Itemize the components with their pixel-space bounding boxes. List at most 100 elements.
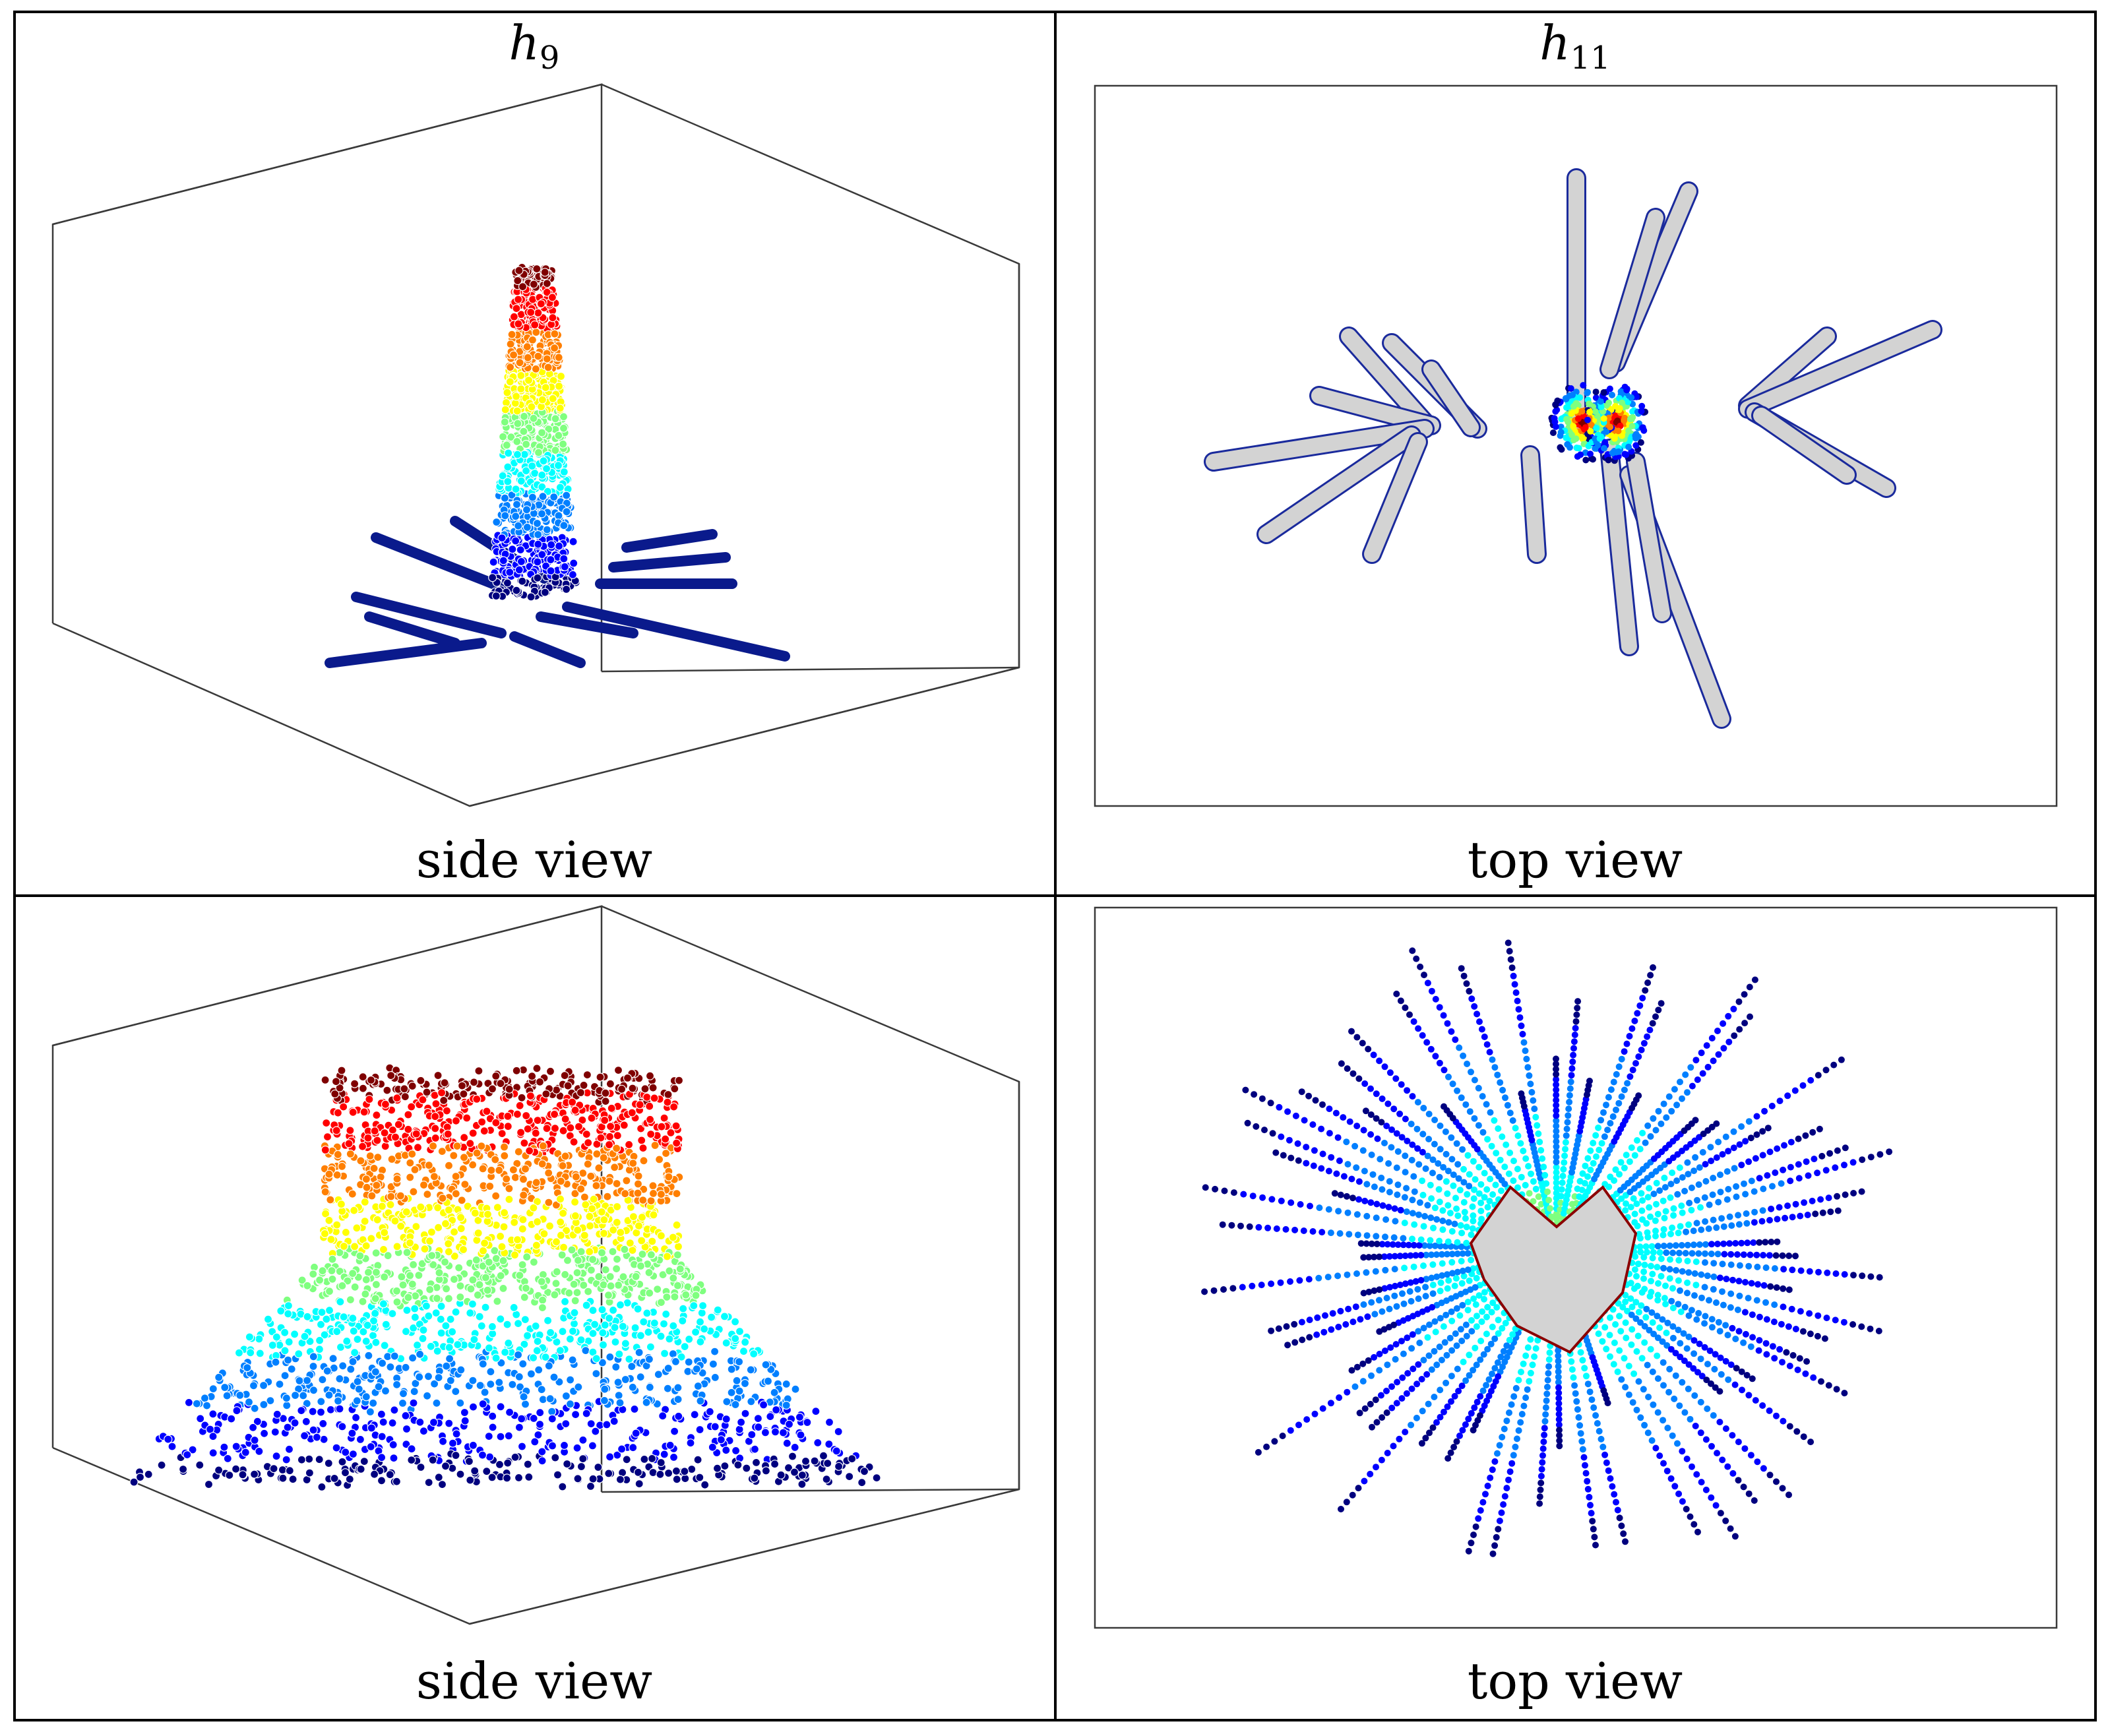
scatter-point <box>1702 1250 1708 1257</box>
scatter-point <box>404 1110 413 1119</box>
table-frame <box>13 11 2097 1721</box>
scatter-point <box>528 1353 538 1363</box>
scatter-point <box>1623 1334 1630 1342</box>
point-cloud-broad-column <box>129 1063 881 1491</box>
scatter-point <box>412 1129 421 1138</box>
scatter-point <box>589 1194 598 1204</box>
scatter-point <box>503 1111 512 1121</box>
scatter-point <box>1661 1295 1668 1302</box>
scatter-point <box>700 1480 710 1489</box>
scatter-point <box>759 1400 768 1410</box>
scatter-point <box>584 1138 593 1148</box>
scatter-point <box>222 1391 232 1400</box>
scatter-point <box>291 1390 300 1400</box>
scatter-point <box>612 1218 621 1227</box>
scatter-point <box>522 522 532 532</box>
scatter-point <box>1621 417 1628 424</box>
scatter-point <box>309 1269 318 1279</box>
scatter-point <box>1639 424 1646 431</box>
scatter-point <box>272 1452 281 1461</box>
scatter-point <box>522 1331 532 1340</box>
scatter-point <box>474 1228 483 1238</box>
scatter-point <box>1821 1335 1828 1342</box>
scatter-point <box>425 1236 435 1246</box>
scatter-point <box>475 1280 484 1289</box>
scatter-point <box>516 557 526 567</box>
scatter-point <box>1767 1283 1774 1290</box>
scatter-point <box>1766 1407 1773 1414</box>
scatter-point <box>513 1350 523 1359</box>
scatter-point <box>456 1224 466 1233</box>
scatter-point <box>770 1427 780 1437</box>
scatter-point <box>309 1352 318 1361</box>
scatter-point <box>352 1224 361 1233</box>
scatter-point <box>504 449 513 458</box>
scatter-point <box>183 1450 192 1460</box>
scatter-point <box>537 509 547 518</box>
scatter-point <box>563 1459 572 1469</box>
scatter-point <box>259 1380 268 1390</box>
scatter-point <box>553 1470 563 1479</box>
scatter-point <box>1713 1299 1720 1306</box>
scatter-point <box>495 1165 504 1175</box>
scatter-point <box>480 1388 489 1397</box>
scatter-point <box>459 1153 469 1162</box>
scatter-point <box>1545 1363 1553 1370</box>
scatter-point <box>530 468 540 478</box>
scatter-point <box>250 1435 259 1445</box>
scatter-point <box>720 1462 729 1471</box>
scatter-point <box>1501 1493 1508 1500</box>
scatter-point <box>1810 1374 1817 1381</box>
scatter-point <box>669 1452 679 1462</box>
scatter-point <box>1601 1324 1609 1331</box>
scatter-point <box>318 1266 327 1276</box>
scatter-point <box>1771 1355 1778 1362</box>
scatter-point <box>542 464 551 474</box>
scatter-point <box>1621 1355 1628 1362</box>
scatter-point <box>639 1156 648 1165</box>
scatter-point <box>622 1176 631 1185</box>
scatter-point <box>1693 1471 1700 1478</box>
scatter-point <box>1697 1355 1704 1363</box>
scatter-point <box>1510 1393 1518 1400</box>
scatter-point <box>493 1297 502 1306</box>
scatter-point <box>448 1439 458 1448</box>
scatter-point <box>1739 1386 1745 1394</box>
scatter-point <box>519 1392 528 1402</box>
scatter-point <box>1684 1289 1691 1297</box>
scatter-point <box>348 1314 357 1323</box>
scatter-point <box>731 1334 740 1344</box>
scatter-point <box>591 1427 600 1436</box>
scatter-point <box>1814 1332 1821 1340</box>
scatter-point <box>379 1417 388 1427</box>
scatter-point <box>478 1399 487 1409</box>
scatter-point <box>1666 1275 1673 1282</box>
scatter-point <box>754 1423 763 1432</box>
scatter-point <box>672 1138 681 1148</box>
scatter-point <box>372 1111 381 1120</box>
scatter-point <box>697 1308 706 1318</box>
scatter-point <box>1662 1301 1669 1308</box>
scatter-point <box>1735 1439 1742 1446</box>
scatter-point <box>1691 1392 1698 1399</box>
scatter-point <box>661 1134 670 1144</box>
scatter-point <box>392 1094 402 1103</box>
scatter-point <box>518 1260 527 1270</box>
scatter-point <box>795 1413 805 1422</box>
scatter-point <box>615 1349 624 1359</box>
scatter-point <box>255 1349 264 1358</box>
scatter-point <box>1727 1290 1735 1297</box>
scatter-point <box>1544 1383 1551 1390</box>
scatter-point <box>361 1336 371 1346</box>
scatter-point <box>341 1227 351 1237</box>
scatter-point <box>1724 1332 1731 1339</box>
scatter-point <box>628 1245 637 1255</box>
scatter-point <box>551 414 560 423</box>
scatter-point <box>550 329 559 338</box>
scatter-point <box>525 1146 534 1156</box>
scatter-point <box>408 1280 417 1289</box>
scatter-point <box>315 1276 325 1285</box>
scatter-point <box>407 1444 416 1454</box>
scatter-point <box>1691 1270 1698 1277</box>
scatter-point <box>502 1473 512 1483</box>
